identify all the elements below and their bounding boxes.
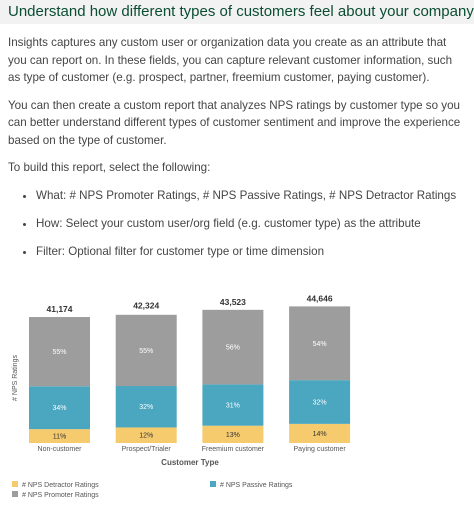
segment-label: 12% [139, 433, 153, 440]
segment-label: 55% [139, 348, 153, 355]
segment-label: 55% [52, 349, 66, 356]
bar-segment [289, 423, 351, 443]
segment-label: 34% [52, 405, 66, 412]
y-axis-label: # NPS Ratings [12, 355, 19, 401]
legend-label: # NPS Detractor Ratings [22, 482, 99, 489]
segment-label: 14% [313, 431, 327, 438]
bullet-list: What: # NPS Promoter Ratings, # NPS Pass… [8, 187, 466, 261]
bar-segment [115, 386, 177, 428]
x-tick-label: Non-customer [38, 446, 83, 453]
paragraph: Insights captures any custom user or org… [8, 36, 453, 84]
segment-label: 32% [139, 404, 153, 411]
legend-label: # NPS Passive Ratings [220, 482, 293, 489]
chart: # NPS Ratings Customer Type 11% 34% 55% 41,… [12, 293, 351, 499]
segment-label: 56% [226, 345, 240, 352]
header: Understand how different types of custom… [0, 0, 474, 24]
bullet: How: Select your custom user/org field (… [36, 215, 466, 233]
paragraph: To build this report, select the followi… [8, 161, 211, 174]
total-label: 42,324 [133, 300, 159, 310]
segment-label: 54% [313, 341, 327, 348]
bullet: Filter: Optional filter for customer typ… [36, 243, 466, 261]
bar-segment [289, 380, 351, 424]
segment-label: 31% [226, 403, 240, 410]
title: Understand how different types of custom… [8, 3, 474, 20]
x-tick-label: Freemium customer [202, 446, 265, 453]
bar-segment [202, 309, 264, 385]
paragraph: You can then create a custom report that… [8, 98, 461, 147]
legend-swatch [12, 481, 18, 487]
content: Insights captures any custom user or org… [0, 34, 474, 260]
x-axis-label: Customer Type [161, 458, 219, 467]
bar-segment [115, 427, 177, 443]
bar-segment [289, 306, 351, 381]
bar-segment [29, 429, 90, 443]
bar-segment [29, 386, 90, 430]
legend-swatch [12, 491, 18, 497]
total-label: 44,646 [307, 293, 333, 303]
total-label: 43,523 [220, 297, 246, 307]
bar-segment [202, 384, 264, 426]
bar-segment [115, 314, 177, 387]
segment-label: 13% [226, 432, 240, 439]
bullet: What: # NPS Promoter Ratings, # NPS Pass… [36, 187, 466, 205]
x-tick-label: Prospect/Trialer [122, 446, 172, 453]
x-tick-label: Paying customer [294, 446, 347, 453]
legend-swatch [210, 481, 216, 487]
total-label: 41,174 [47, 304, 73, 314]
segment-label: 11% [53, 434, 67, 441]
segment-label: 32% [313, 400, 327, 407]
legend-label: # NPS Promoter Ratings [22, 492, 99, 499]
bar-segment [29, 317, 90, 387]
bar-segment [202, 425, 264, 443]
